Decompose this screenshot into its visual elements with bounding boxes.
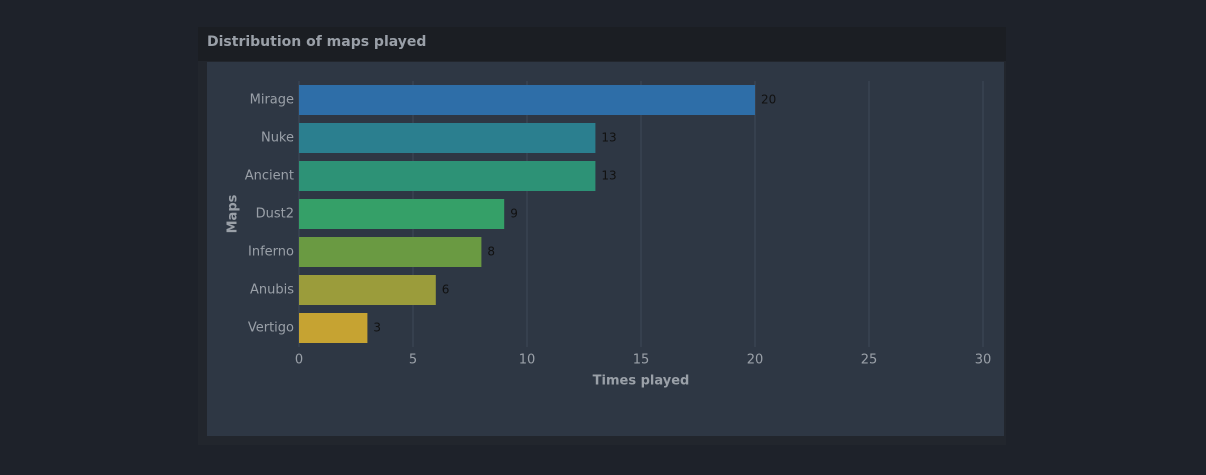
value-label: 6 (442, 283, 450, 297)
y-tick-label: Vertigo (248, 321, 294, 336)
x-tick-label: 10 (519, 353, 536, 368)
bar (299, 199, 505, 229)
x-tick-label: 20 (747, 353, 764, 368)
card-header (198, 27, 1006, 61)
y-tick-label: Dust2 (256, 207, 294, 222)
x-tick-label: 30 (975, 353, 992, 368)
value-label: 13 (601, 131, 616, 145)
bar (299, 123, 596, 153)
y-tick-label: Mirage (250, 93, 294, 108)
x-tick-label: 25 (861, 353, 878, 368)
bar (299, 237, 482, 267)
x-tick-label: 15 (633, 353, 650, 368)
value-label: 8 (487, 245, 495, 259)
y-tick-label: Anubis (250, 283, 294, 298)
chart-title: Distribution of maps played (207, 34, 426, 50)
x-tick-label: 5 (409, 353, 417, 368)
bar (299, 275, 436, 305)
bar (299, 313, 368, 343)
x-axis-title: Times played (593, 374, 690, 389)
y-tick-label: Nuke (261, 131, 294, 146)
value-label: 9 (510, 207, 518, 221)
x-tick-label: 0 (295, 353, 303, 368)
value-label: 20 (761, 93, 776, 107)
bar (299, 161, 596, 191)
value-label: 3 (373, 321, 381, 335)
bar (299, 85, 755, 115)
y-tick-label: Ancient (245, 169, 294, 184)
y-axis-title: Maps (226, 194, 241, 233)
y-tick-label: Inferno (248, 245, 294, 260)
value-label: 13 (601, 169, 616, 183)
